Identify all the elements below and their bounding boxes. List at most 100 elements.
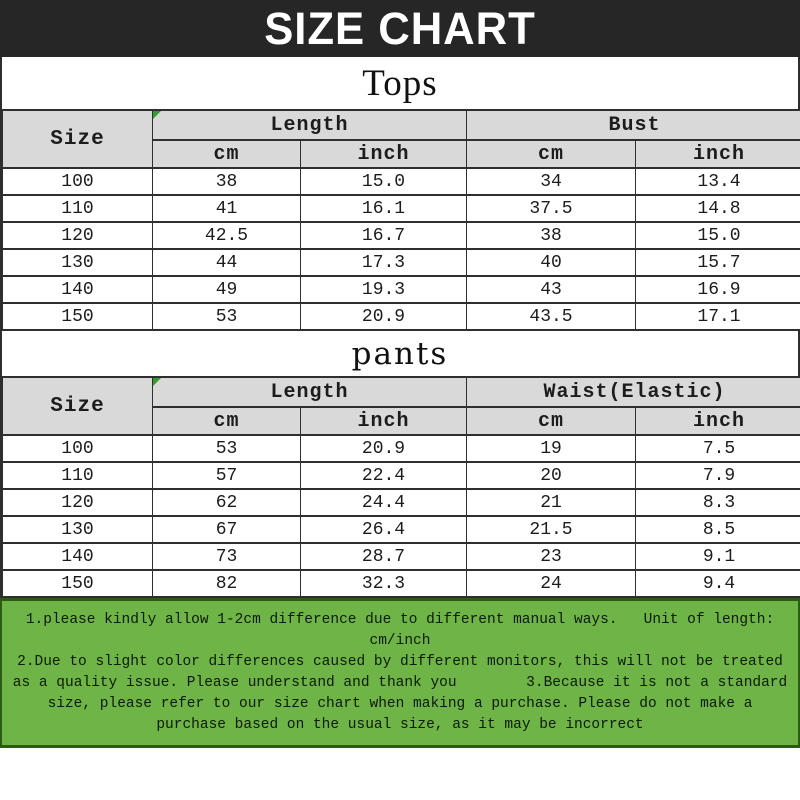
table-cell: 53 [152, 302, 301, 331]
table-cell: 16.9 [635, 275, 800, 304]
table-cell: 8.5 [635, 515, 800, 544]
table-row: 150 53 20.9 43.5 17.1 [2, 302, 800, 331]
unit-header-bust-cm: cm [466, 139, 637, 169]
table-cell: 19.3 [299, 275, 468, 304]
table-cell: 26.4 [299, 515, 468, 544]
table-cell: 140 [2, 542, 153, 571]
table-cell: 15.0 [299, 167, 468, 196]
table-cell: 23 [466, 542, 637, 571]
table-cell: 37.5 [466, 194, 637, 223]
bottom-whitespace [0, 748, 800, 800]
table-cell: 100 [2, 434, 153, 463]
table-cell: 43.5 [466, 302, 637, 331]
table-cell: 44 [152, 248, 301, 277]
table-cell: 14.8 [635, 194, 800, 223]
column-header-waist: Waist(Elastic) [466, 376, 800, 408]
table-cell: 62 [152, 488, 301, 517]
table-cell: 17.1 [635, 302, 800, 331]
table-cell: 16.1 [299, 194, 468, 223]
table-cell: 150 [2, 569, 153, 598]
unit-header-bust-inch: inch [635, 139, 800, 169]
table-cell: 9.1 [635, 542, 800, 571]
notes-box: 1.please kindly allow 1-2cm difference d… [0, 598, 800, 748]
table-row: 130 67 26.4 21.5 8.5 [2, 515, 800, 544]
table-cell: 43 [466, 275, 637, 304]
column-header-length: Length [151, 376, 468, 408]
table-row: 110 57 22.4 20 7.9 [2, 461, 800, 490]
table-cell: 32.3 [299, 569, 468, 598]
page-title: SIZE CHART [264, 3, 536, 54]
table-cell: 13.4 [635, 167, 800, 196]
table-cell: 21.5 [466, 515, 637, 544]
section-title-tops: Tops [362, 62, 438, 104]
table-cell: 15.0 [635, 221, 800, 250]
title-bar: SIZE CHART [0, 0, 800, 57]
table-cell: 22.4 [299, 461, 468, 490]
table-cell: 150 [2, 302, 153, 331]
table-cell: 28.7 [299, 542, 468, 571]
table-cell: 67 [152, 515, 301, 544]
table-cell: 120 [2, 221, 153, 250]
tops-table: Size Length Bust cm inch cm inch 100 38 … [2, 109, 800, 331]
table-row: 140 49 19.3 43 16.9 [2, 275, 800, 304]
table-cell: 100 [2, 167, 153, 196]
table-cell: 9.4 [635, 569, 800, 598]
table-cell: 110 [2, 194, 153, 223]
table-cell: 82 [152, 569, 301, 598]
table-cell: 7.9 [635, 461, 800, 490]
table-cell: 20.9 [299, 302, 468, 331]
table-row: 120 62 24.4 21 8.3 [2, 488, 800, 517]
table-row: 150 82 32.3 24 9.4 [2, 569, 800, 598]
table-cell: 34 [466, 167, 637, 196]
table-cell: 120 [2, 488, 153, 517]
notes-text: 1.please kindly allow 1-2cm difference d… [12, 612, 788, 733]
unit-header-waist-inch: inch [635, 406, 800, 436]
table-cell: 16.7 [299, 221, 468, 250]
sheet: Tops Size Length Bust cm inch cm inch [0, 57, 800, 598]
pants-header-group-row: Size Length Waist(Elastic) [2, 376, 800, 436]
unit-header-waist-cm: cm [466, 406, 637, 436]
table-cell: 40 [466, 248, 637, 277]
table-cell: 24.4 [299, 488, 468, 517]
table-cell: 42.5 [152, 221, 301, 250]
table-row: 130 44 17.3 40 15.7 [2, 248, 800, 277]
section-title-pants: pants [351, 335, 449, 372]
tops-header-group-row: Size Length Bust [2, 109, 800, 169]
column-header-size: Size [2, 109, 153, 169]
table-cell: 20.9 [299, 434, 468, 463]
table-cell: 53 [152, 434, 301, 463]
table-cell: 41 [152, 194, 301, 223]
unit-header-length-inch: inch [299, 406, 468, 436]
table-cell: 38 [466, 221, 637, 250]
table-cell: 24 [466, 569, 637, 598]
table-row: 120 42.5 16.7 38 15.0 [2, 221, 800, 250]
table-cell: 8.3 [635, 488, 800, 517]
table-cell: 130 [2, 248, 153, 277]
table-cell: 130 [2, 515, 153, 544]
tops-header-unit-row: cm inch cm inch [3, 139, 800, 169]
column-header-size: Size [2, 376, 153, 436]
table-cell: 19 [466, 434, 637, 463]
table-cell: 73 [152, 542, 301, 571]
table-cell: 140 [2, 275, 153, 304]
table-cell: 20 [466, 461, 637, 490]
table-cell: 110 [2, 461, 153, 490]
table-row: 100 38 15.0 34 13.4 [2, 167, 800, 196]
table-row: 110 41 16.1 37.5 14.8 [2, 194, 800, 223]
table-cell: 21 [466, 488, 637, 517]
pants-header-unit-row: cm inch cm inch [3, 406, 800, 436]
unit-header-length-inch: inch [299, 139, 468, 169]
table-row: 100 53 20.9 19 7.5 [2, 434, 800, 463]
table-cell: 15.7 [635, 248, 800, 277]
column-header-length: Length [151, 109, 468, 141]
unit-header-length-cm: cm [152, 139, 301, 169]
pants-table: Size Length Waist(Elastic) cm inch cm in… [2, 376, 800, 598]
unit-header-length-cm: cm [152, 406, 301, 436]
table-cell: 17.3 [299, 248, 468, 277]
table-cell: 7.5 [635, 434, 800, 463]
column-header-bust: Bust [466, 109, 800, 141]
table-cell: 49 [152, 275, 301, 304]
table-row: 140 73 28.7 23 9.1 [2, 542, 800, 571]
table-cell: 38 [152, 167, 301, 196]
